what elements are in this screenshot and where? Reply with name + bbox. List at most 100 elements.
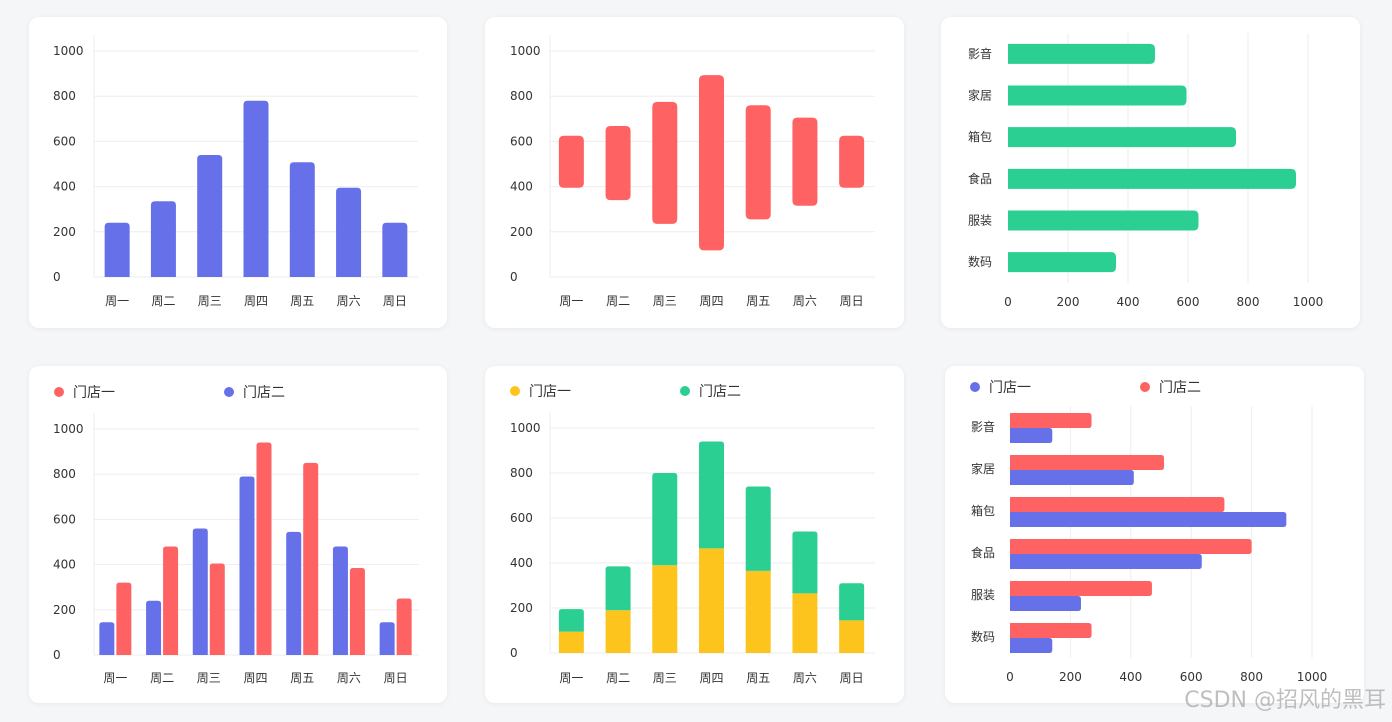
x-category-label: 周五 xyxy=(746,294,770,308)
bar xyxy=(105,223,130,277)
x-tick-label: 1000 xyxy=(1297,670,1328,684)
legend-label: 门店二 xyxy=(699,384,741,400)
y-category-label: 服装 xyxy=(968,214,992,228)
bar xyxy=(1008,44,1155,64)
x-tick-label: 200 xyxy=(1059,670,1082,684)
range-bar xyxy=(559,136,584,188)
bar xyxy=(210,563,225,655)
x-category-label: 周一 xyxy=(559,671,583,685)
bar xyxy=(99,622,114,655)
bar xyxy=(286,532,301,655)
legend-marker xyxy=(680,386,690,396)
x-category-label: 周三 xyxy=(197,671,221,685)
y-category-label: 家居 xyxy=(968,88,992,103)
chart-card-grouped-horizontal: 门店一 门店二 0 200 400 600 800 1000 影音 家居 箱包 食品 服装 数码 xyxy=(945,366,1364,703)
bar xyxy=(1010,470,1134,485)
y-category-label: 数码 xyxy=(968,254,992,269)
x-category-label: 周六 xyxy=(337,671,361,685)
range-bar xyxy=(606,126,631,200)
bar xyxy=(382,223,407,277)
x-tick-label: 0 xyxy=(1006,670,1014,684)
x-category-label: 周三 xyxy=(198,294,222,308)
y-tick-label: 0 xyxy=(510,646,518,660)
y-tick-label: 0 xyxy=(53,648,61,662)
bar xyxy=(244,101,269,277)
x-tick-label: 400 xyxy=(1119,670,1142,684)
stack-segment-upper xyxy=(652,473,677,565)
y-tick-label: 400 xyxy=(53,558,76,572)
x-category-label: 周三 xyxy=(653,671,677,685)
y-category-label: 食品 xyxy=(968,171,992,186)
stack-segment-lower xyxy=(559,632,584,653)
bar xyxy=(290,162,315,277)
chart-card-grouped-bars: 门店一 门店二 0 200 400 600 800 1000 周一 周二 周三 周四 周五 周六 周日 xyxy=(29,366,447,703)
y-category-label: 箱包 xyxy=(968,129,992,144)
stack-segment-lower xyxy=(652,565,677,653)
y-tick-label: 800 xyxy=(53,89,76,103)
x-category-label: 周日 xyxy=(384,671,408,685)
x-category-label: 周一 xyxy=(559,294,583,308)
y-tick-label: 1000 xyxy=(53,422,84,436)
x-category-label: 周日 xyxy=(383,294,407,308)
stack-segment-lower xyxy=(792,593,817,653)
bar xyxy=(1008,169,1296,189)
floating-range-bar-chart: 0 200 400 600 800 1000 周一 周二 周三 周四 周五 周六 周日 xyxy=(485,17,904,328)
y-tick-label: 0 xyxy=(510,270,518,284)
legend-marker xyxy=(224,387,234,397)
legend-label: 门店二 xyxy=(1159,380,1201,396)
stack-segment-upper xyxy=(792,532,817,594)
x-category-label: 周六 xyxy=(793,671,817,685)
bar xyxy=(193,528,208,655)
y-category-label: 数码 xyxy=(971,629,995,644)
stack-segment-lower xyxy=(746,571,771,653)
range-bar xyxy=(699,75,724,250)
y-tick-label: 1000 xyxy=(53,44,84,58)
bar xyxy=(240,476,255,655)
y-tick-label: 1000 xyxy=(510,44,541,58)
chart-card-weekly-bars: 0 200 400 600 800 1000 周一 周二 周三 周四 周五 周六 周日 xyxy=(29,17,447,328)
x-tick-label: 0 xyxy=(1004,295,1012,309)
bar xyxy=(1010,554,1202,569)
bar xyxy=(146,601,161,655)
x-category-label: 周二 xyxy=(150,671,174,685)
y-tick-label: 200 xyxy=(510,601,533,615)
bar xyxy=(1010,413,1092,428)
x-tick-label: 600 xyxy=(1180,670,1203,684)
x-category-label: 周五 xyxy=(746,671,770,685)
y-category-label: 影音 xyxy=(971,419,995,434)
bar xyxy=(1010,581,1152,596)
chart-card-category-horizontal: 0 200 400 600 800 1000 影音 家居 箱包 食品 服装 数码 xyxy=(941,17,1360,328)
stack-segment-upper xyxy=(559,609,584,632)
bar xyxy=(1010,512,1286,527)
x-category-label: 周四 xyxy=(699,671,723,685)
range-bar xyxy=(792,118,817,206)
bar xyxy=(1010,638,1052,653)
chart-card-floating-range: 0 200 400 600 800 1000 周一 周二 周三 周四 周五 周六 周日 xyxy=(485,17,904,328)
y-tick-label: 200 xyxy=(53,603,76,617)
x-category-label: 周一 xyxy=(103,671,127,685)
x-tick-label: 400 xyxy=(1117,295,1140,309)
legend-marker xyxy=(54,387,64,397)
y-tick-label: 800 xyxy=(510,89,533,103)
x-category-label: 周六 xyxy=(337,294,361,308)
bar xyxy=(1008,211,1199,231)
y-tick-label: 0 xyxy=(53,270,61,284)
legend-label: 门店一 xyxy=(529,384,571,400)
x-category-label: 周五 xyxy=(290,294,314,308)
bar xyxy=(1010,455,1164,470)
bar xyxy=(1008,86,1187,106)
range-bar xyxy=(839,136,864,188)
bar xyxy=(397,599,412,656)
bar xyxy=(257,443,272,655)
bar xyxy=(1010,497,1224,512)
y-tick-label: 1000 xyxy=(510,421,541,435)
stack-segment-upper xyxy=(699,442,724,549)
stack-segment-lower xyxy=(699,548,724,653)
x-category-label: 周四 xyxy=(243,671,267,685)
legend-marker xyxy=(510,386,520,396)
y-category-label: 影音 xyxy=(968,46,992,61)
bar xyxy=(303,463,318,655)
y-category-label: 箱包 xyxy=(971,503,995,518)
bar xyxy=(1008,127,1236,147)
